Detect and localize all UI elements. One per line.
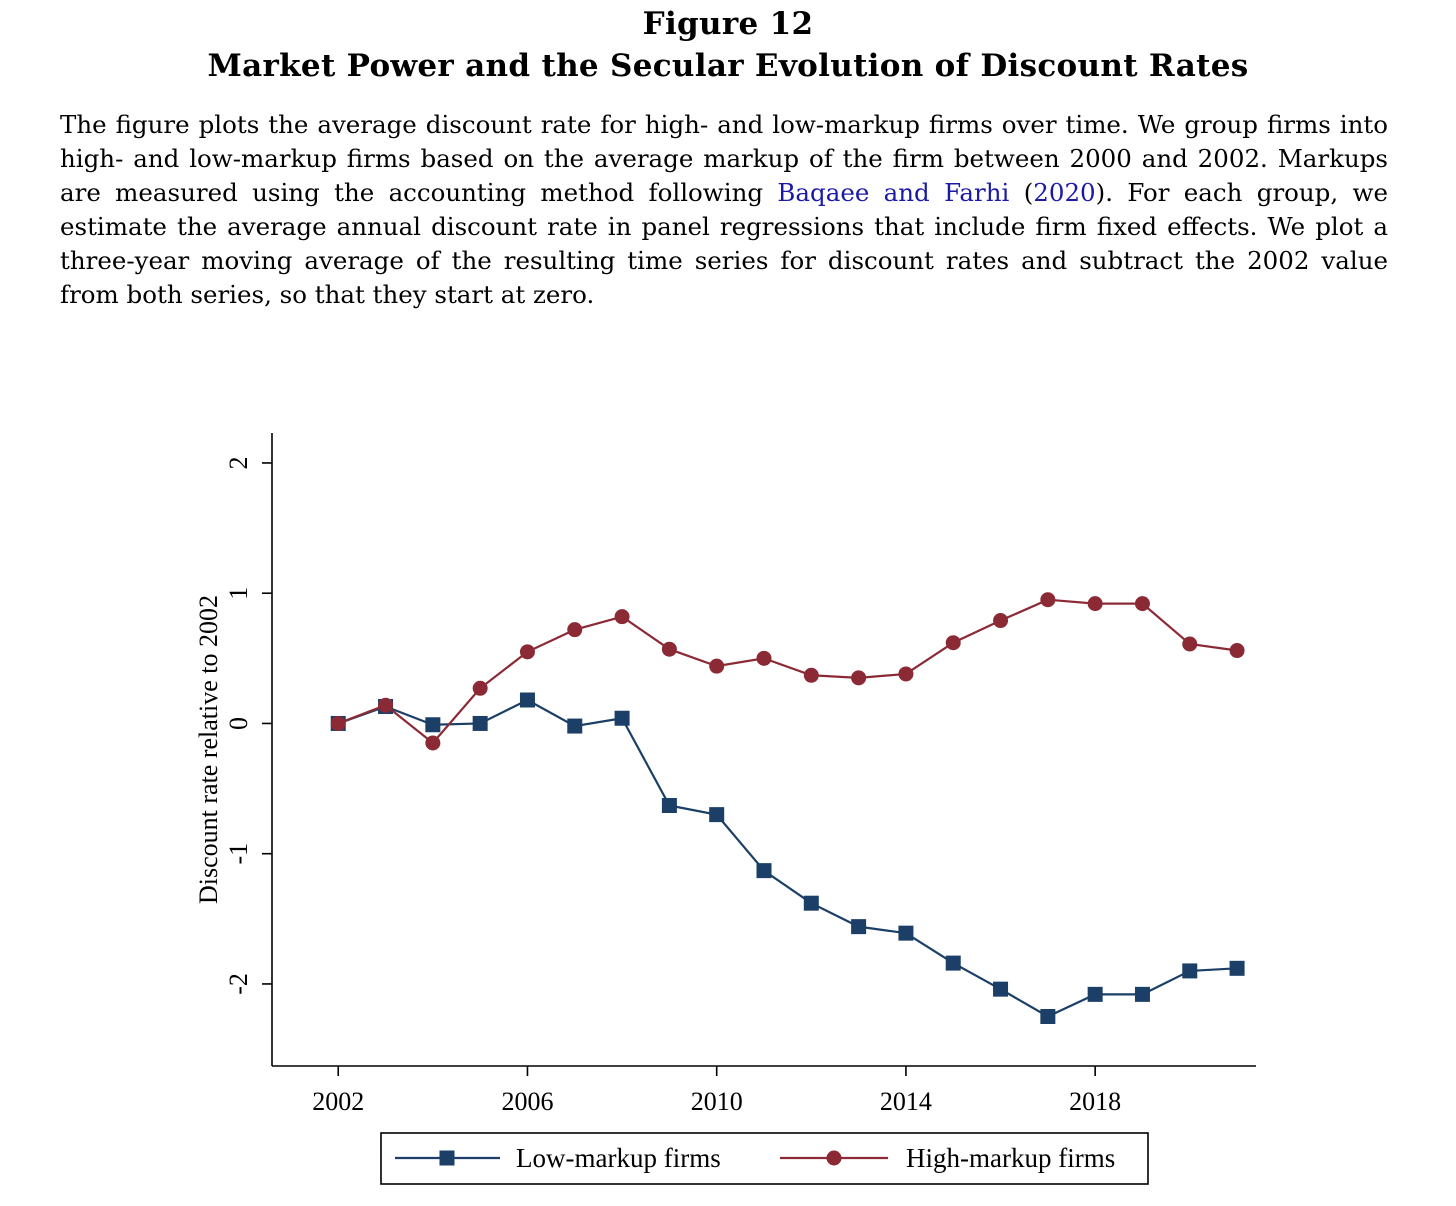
- data-point-square: [425, 717, 441, 733]
- y-tick-label: 1: [224, 587, 253, 600]
- x-tick-label: 2018: [1069, 1087, 1121, 1116]
- x-tick-label: 2006: [501, 1087, 553, 1116]
- data-point-square: [803, 895, 819, 911]
- data-point-square: [567, 718, 583, 734]
- chart-series: [330, 592, 1245, 1025]
- data-point-circle: [567, 622, 583, 638]
- x-tick-label: 2014: [880, 1087, 932, 1116]
- chart-axes: 2 1 0 -1 -2 2002 2006 2010 2014 2018 Discount rate…: [194, 433, 1256, 1116]
- citation-link-year[interactable]: 2020: [1033, 178, 1096, 207]
- citation-paren: (: [1009, 178, 1034, 207]
- series-line: [337, 598, 1238, 745]
- legend-label: High-markup firms: [906, 1143, 1115, 1173]
- data-point-circle: [378, 697, 394, 713]
- y-tick-label: 0: [224, 717, 253, 730]
- y-tick-label: -1: [224, 843, 253, 865]
- series-line: [337, 698, 1238, 1018]
- data-point-square: [472, 715, 488, 731]
- data-point-circle: [425, 735, 441, 751]
- data-point-circle: [1182, 636, 1198, 652]
- chart-legend: Low-markup firms High-markup firms: [380, 1132, 1149, 1185]
- data-point-square: [519, 692, 535, 708]
- data-point-circle: [330, 715, 346, 731]
- data-point-circle: [945, 635, 961, 651]
- x-tick-label: 2010: [691, 1087, 743, 1116]
- y-tick-label: -2: [224, 973, 253, 995]
- data-point-circle: [1040, 592, 1056, 608]
- data-point-square: [756, 863, 772, 879]
- legend-label: Low-markup firms: [516, 1143, 721, 1173]
- data-point-circle: [1229, 643, 1245, 659]
- data-point-square: [851, 919, 867, 935]
- legend-marker-square: [439, 1150, 455, 1166]
- data-point-circle: [803, 667, 819, 683]
- data-point-circle: [614, 609, 630, 625]
- y-axis-title: Discount rate relative to 2002: [194, 595, 223, 904]
- data-point-circle: [756, 650, 772, 666]
- data-point-square: [1087, 986, 1103, 1002]
- caption-text-start: The figure plots the average discount ra…: [60, 110, 1388, 207]
- figure-number: Figure 12: [642, 6, 814, 42]
- data-point-square: [661, 798, 677, 814]
- data-point-circle: [709, 658, 725, 674]
- x-tick-label: 2002: [312, 1087, 364, 1116]
- legend-marker-circle: [826, 1150, 842, 1166]
- data-point-circle: [993, 613, 1009, 629]
- data-point-square: [1229, 960, 1245, 976]
- data-point-circle: [1087, 596, 1103, 612]
- data-point-circle: [661, 641, 677, 657]
- series-low-markup: [330, 692, 1245, 1025]
- data-point-circle: [519, 644, 535, 660]
- figure-title: Market Power and the Secular Evolution o…: [207, 48, 1249, 84]
- data-point-circle: [851, 670, 867, 686]
- data-point-square: [993, 981, 1009, 997]
- legend-box: [380, 1132, 1149, 1185]
- data-point-square: [1134, 986, 1150, 1002]
- data-point-circle: [898, 666, 914, 682]
- citation-link-authors[interactable]: Baqaee and Farhi: [777, 178, 1010, 207]
- data-point-square: [1182, 963, 1198, 979]
- figure-caption: The figure plots the average discount ra…: [60, 108, 1388, 312]
- data-point-square: [614, 710, 630, 726]
- data-point-circle: [472, 680, 488, 696]
- data-point-square: [945, 955, 961, 971]
- data-point-square: [1040, 1009, 1056, 1025]
- data-point-circle: [1134, 596, 1150, 612]
- data-point-square: [898, 925, 914, 941]
- caption-text-end: ). For each group, we estimate the avera…: [60, 178, 1388, 309]
- series-high-markup: [330, 592, 1245, 751]
- y-tick-label: 2: [224, 456, 253, 469]
- data-point-square: [709, 807, 725, 823]
